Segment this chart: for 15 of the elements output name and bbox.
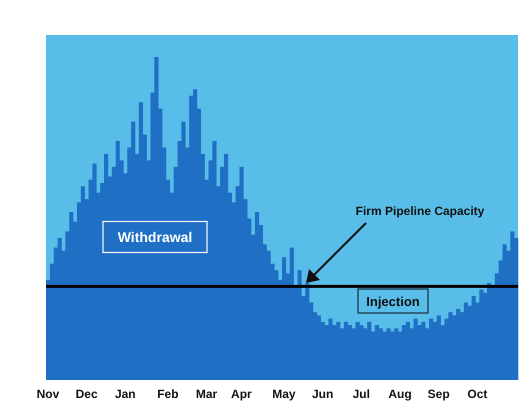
x-tick-label: Sep [428,387,450,401]
x-tick-label: Dec [76,387,98,401]
x-tick-label: Feb [157,387,179,401]
x-tick-label: Jan [114,387,136,401]
x-tick-label: Jun [312,387,334,401]
annotation: Withdrawal [118,229,192,245]
x-tick-label: May [272,387,296,401]
x-tick-label: Jul [352,387,370,401]
annotation: Injection [366,294,420,309]
ref-line-label: Firm Pipeline Capacity [356,204,485,218]
x-tick-label: Nov [36,387,60,401]
x-tick-label: Aug [388,387,412,401]
x-tick-label: Mar [196,387,218,401]
x-tick-label: Oct [467,387,488,401]
x-tick-label: Apr [231,387,252,401]
